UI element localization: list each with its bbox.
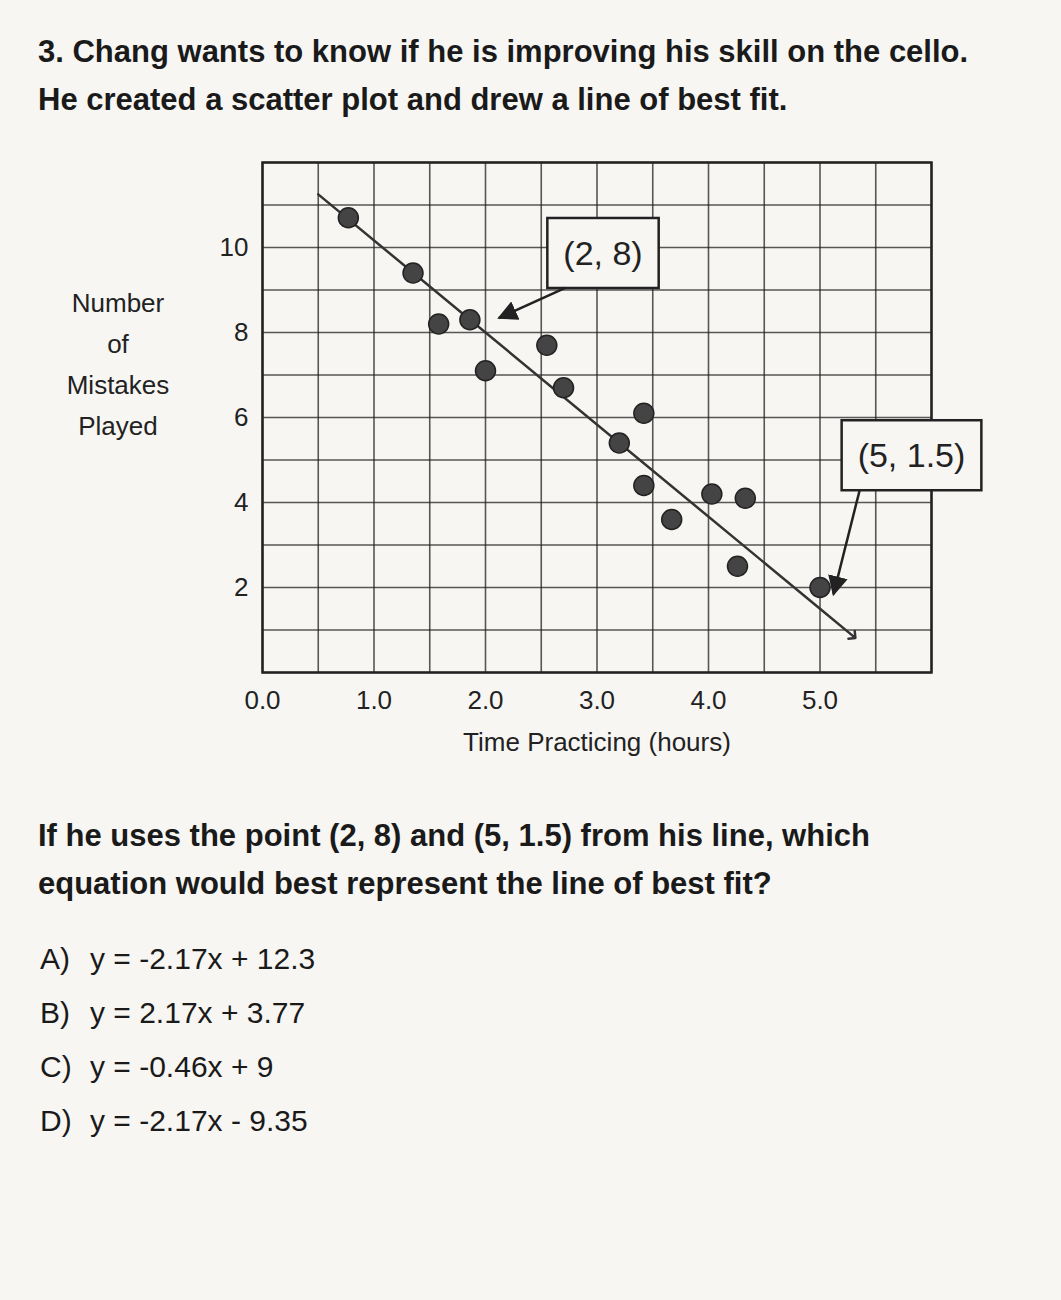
html-text:If he uses the point (2, 8) an: If he uses the point (2, 8) and (5, 1.5)… [38, 818, 870, 902]
svg-text:8: 8 [234, 317, 248, 347]
svg-text:10: 10 [220, 232, 249, 262]
svg-text:Time Practicing (hours): Time Practicing (hours) [463, 727, 731, 757]
html-text:3. Chang wants to know if he i: 3. Chang wants to know if he is improvin… [38, 34, 969, 117]
html-text:B): B) [40, 996, 70, 1030]
svg-text:2.0: 2.0 [467, 685, 503, 715]
svg-text:Mistakes: Mistakes [67, 370, 170, 400]
svg-text:of: of [107, 329, 129, 359]
svg-text:Number: Number [72, 288, 165, 318]
svg-text:Played: Played [78, 411, 158, 441]
svg-text:6: 6 [234, 402, 248, 432]
html-text:D): D) [40, 1104, 72, 1138]
svg-text:0.0: 0.0 [244, 685, 280, 715]
html-text:y = 2.17x + 3.77: y = 2.17x + 3.77 [90, 996, 306, 1030]
svg-text:(2, 8): (2, 8) [563, 234, 642, 272]
svg-text:2: 2 [234, 572, 248, 602]
svg-text:4: 4 [234, 487, 248, 517]
svg-text:5.0: 5.0 [802, 685, 838, 715]
svg-text:1.0: 1.0 [356, 685, 392, 715]
svg-text:(5, 1.5): (5, 1.5) [858, 436, 966, 474]
html-text:y = -2.17x + 12.3: y = -2.17x + 12.3 [90, 942, 316, 976]
html-text:y = -2.17x - 9.35: y = -2.17x - 9.35 [90, 1104, 308, 1138]
html-text:y = -0.46x + 9: y = -0.46x + 9 [90, 1050, 274, 1084]
html-text:C): C) [40, 1050, 72, 1084]
svg-text:3.0: 3.0 [579, 685, 615, 715]
svg-text:4.0: 4.0 [690, 685, 726, 715]
html-text:A): A) [40, 942, 70, 976]
